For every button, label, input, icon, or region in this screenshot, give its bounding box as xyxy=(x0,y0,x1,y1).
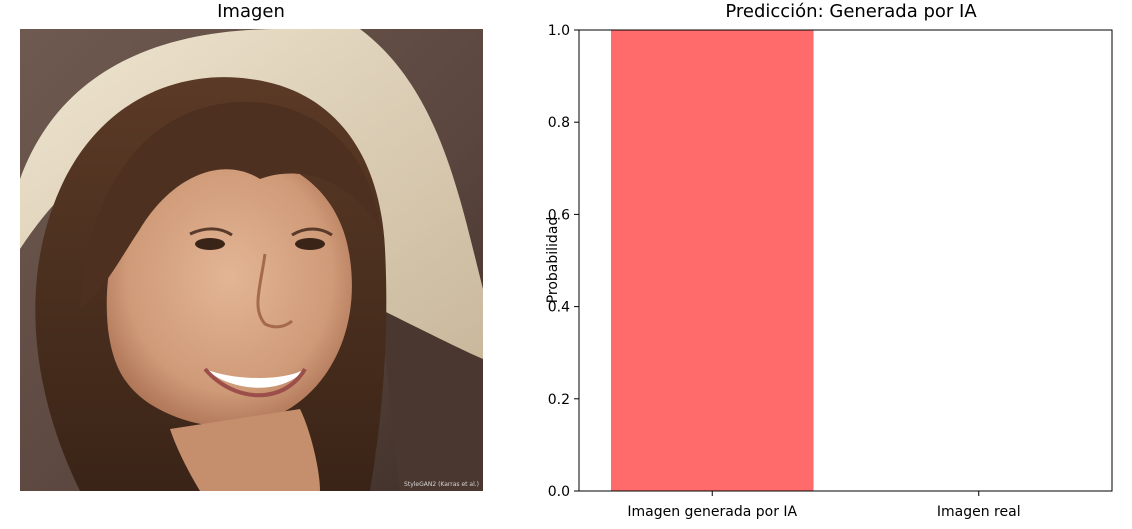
x-tick-label-1: Imagen real xyxy=(937,504,1021,520)
image-panel-title: Imagen xyxy=(217,1,285,22)
axes-layer xyxy=(578,29,1113,492)
plot-frame xyxy=(578,29,1113,492)
bar-0 xyxy=(610,30,814,491)
y-tick-label-3: 0.6 xyxy=(548,207,570,223)
x-tick-label-0: Imagen generada por IA xyxy=(627,504,797,520)
bars-layer xyxy=(610,30,814,491)
y-tick-label-0: 0.0 xyxy=(548,484,570,500)
portrait-image: StyleGAN2 (Karras et al.) xyxy=(20,29,483,491)
y-axis-label: Probabilidad xyxy=(545,217,561,304)
x-ticks-layer: Imagen generada por IA Imagen real xyxy=(627,491,1021,520)
y-ticks-layer: 0.0 0.2 0.4 0.6 0.8 1.0 xyxy=(548,23,579,500)
y-tick-label-5: 1.0 xyxy=(548,23,570,39)
y-tick-label-1: 0.2 xyxy=(548,392,570,408)
chart-title: Predicción: Generada por IA xyxy=(725,1,977,22)
image-watermark: StyleGAN2 (Karras et al.) xyxy=(404,481,479,488)
y-tick-label-4: 0.8 xyxy=(548,115,570,131)
y-tick-label-2: 0.4 xyxy=(548,300,570,316)
